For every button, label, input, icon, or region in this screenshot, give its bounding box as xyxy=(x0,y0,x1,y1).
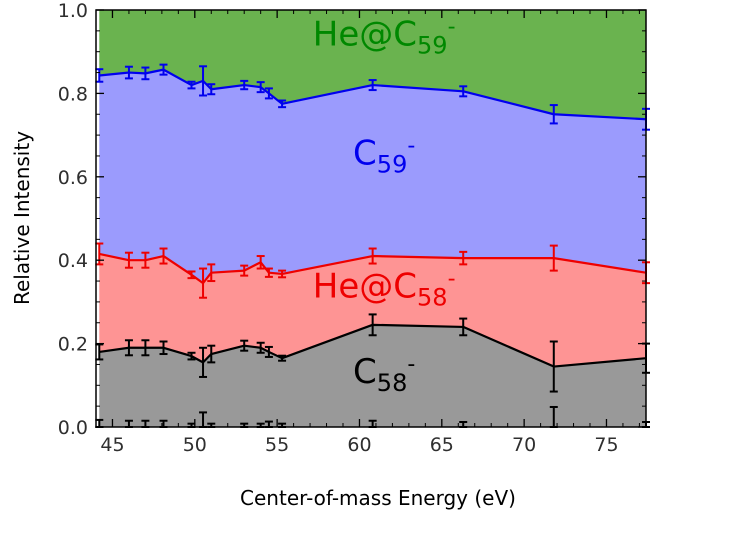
error-bars xyxy=(95,63,650,428)
x-tick-label: 50 xyxy=(183,434,207,456)
area-C58- xyxy=(99,324,647,427)
x-tick-label: 45 xyxy=(100,434,124,456)
y-tick-label: 0.4 xyxy=(58,250,88,272)
tick-labels: 45 50 55 60 65 70 75 0.0 0.2 0.4 0.6 0.8 1.0 xyxy=(58,0,619,456)
axis-ticks xyxy=(95,9,646,428)
area-He@C59- xyxy=(99,10,647,120)
y-axis-title: Relative Intensity xyxy=(10,131,34,305)
region-label-He@C59-: He@C59- xyxy=(313,14,456,59)
region-label-He@C58-: He@C58- xyxy=(313,267,456,312)
area-He@C58- xyxy=(99,253,647,367)
y-tick-label: 0.0 xyxy=(58,417,88,439)
x-tick-label: 65 xyxy=(430,434,454,456)
x-tick-label: 60 xyxy=(347,434,371,456)
y-tick-label: 0.6 xyxy=(58,167,88,189)
y-tick-label: 0.2 xyxy=(58,334,88,356)
x-tick-label: 75 xyxy=(594,434,618,456)
region-labels: He@C59- C59- He@C58- C58- xyxy=(313,14,456,397)
y-tick-label: 1.0 xyxy=(58,0,88,22)
y-tick-label: 0.8 xyxy=(58,83,88,105)
x-tick-label: 55 xyxy=(265,434,289,456)
area-layers xyxy=(99,10,647,427)
region-label-C59-: C59- xyxy=(353,133,415,178)
x-tick-label: 70 xyxy=(512,434,536,456)
area-C59- xyxy=(99,69,647,284)
region-label-C58-: C58- xyxy=(353,352,415,397)
x-axis-title: Center-of-mass Energy (eV) xyxy=(240,486,516,510)
